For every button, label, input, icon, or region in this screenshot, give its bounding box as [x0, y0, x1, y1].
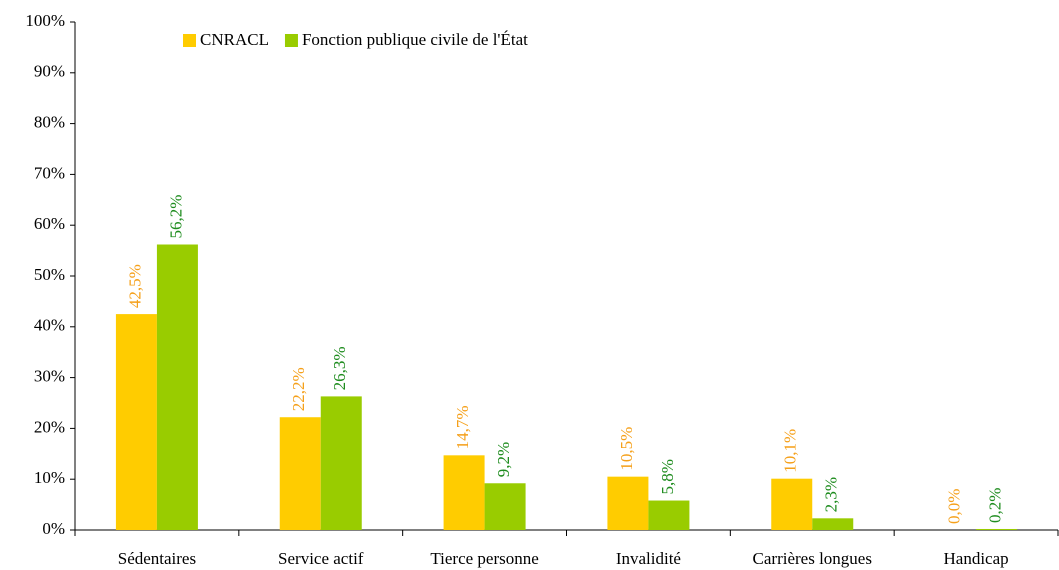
x-tick-label: Service actif	[278, 549, 364, 568]
y-tick-label: 20%	[34, 417, 65, 436]
y-tick-label: 70%	[34, 163, 65, 182]
bar	[156, 244, 198, 530]
bar	[812, 518, 854, 530]
bar	[115, 314, 157, 530]
value-label: 5,8%	[658, 459, 677, 494]
legend-label: Fonction publique civile de l'État	[302, 30, 528, 49]
y-tick-label: 90%	[34, 62, 65, 81]
y-tick-label: 30%	[34, 367, 65, 386]
x-tick-label: Invalidité	[616, 549, 681, 568]
bar	[771, 478, 813, 530]
x-tick-label: Carrières longues	[753, 549, 872, 568]
y-tick-label: 10%	[34, 468, 65, 487]
x-tick-label: Tierce personne	[430, 549, 538, 568]
x-tick-label: Handicap	[944, 549, 1009, 568]
legend-swatch	[183, 34, 196, 47]
y-tick-label: 100%	[25, 11, 65, 30]
value-label: 0,0%	[944, 489, 963, 524]
x-tick-label: Sédentaires	[118, 549, 196, 568]
legend-label: CNRACL	[200, 30, 269, 49]
bar	[976, 528, 1018, 530]
bar	[279, 417, 321, 530]
value-label: 9,2%	[494, 442, 513, 477]
value-label: 10,5%	[617, 427, 636, 471]
value-label: 2,3%	[822, 477, 841, 512]
bar	[443, 455, 485, 530]
value-label: 0,2%	[985, 488, 1004, 523]
bar	[648, 500, 690, 530]
y-tick-label: 60%	[34, 214, 65, 233]
legend-swatch	[284, 34, 298, 47]
bar	[320, 396, 362, 530]
y-tick-label: 40%	[34, 316, 65, 335]
value-label: 14,7%	[453, 405, 472, 449]
value-label: 22,2%	[289, 367, 308, 411]
y-tick-label: 0%	[42, 519, 65, 538]
value-label: 42,5%	[125, 264, 144, 308]
y-tick-label: 50%	[34, 265, 65, 284]
value-label: 56,2%	[166, 195, 185, 239]
y-tick-label: 80%	[34, 113, 65, 132]
bar	[607, 476, 649, 530]
bar	[484, 483, 526, 530]
value-label: 26,3%	[330, 346, 349, 390]
value-label: 10,1%	[781, 429, 800, 473]
